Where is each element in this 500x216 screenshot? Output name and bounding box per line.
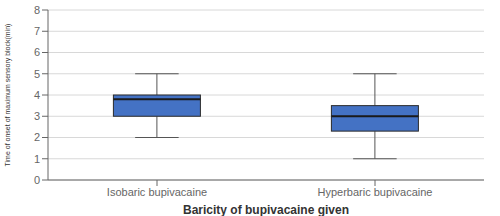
svg-text:1: 1 — [34, 153, 40, 165]
svg-text:2: 2 — [34, 131, 40, 143]
svg-text:7: 7 — [34, 25, 40, 37]
svg-text:5: 5 — [34, 68, 40, 80]
svg-text:8: 8 — [34, 4, 40, 16]
svg-text:Isobaric bupivacaine: Isobaric bupivacaine — [107, 186, 207, 198]
svg-text:0: 0 — [34, 174, 40, 186]
svg-text:Time of onset of maximum senso: Time of onset of maximum sensory block(m… — [8, 24, 12, 167]
svg-text:Baricity of bupivacaine given: Baricity of bupivacaine given — [183, 203, 349, 216]
svg-text:Hyperbaric bupivacaine: Hyperbaric bupivacaine — [318, 186, 433, 198]
svg-text:3: 3 — [34, 110, 40, 122]
svg-text:6: 6 — [34, 46, 40, 58]
svg-text:4: 4 — [34, 89, 40, 101]
